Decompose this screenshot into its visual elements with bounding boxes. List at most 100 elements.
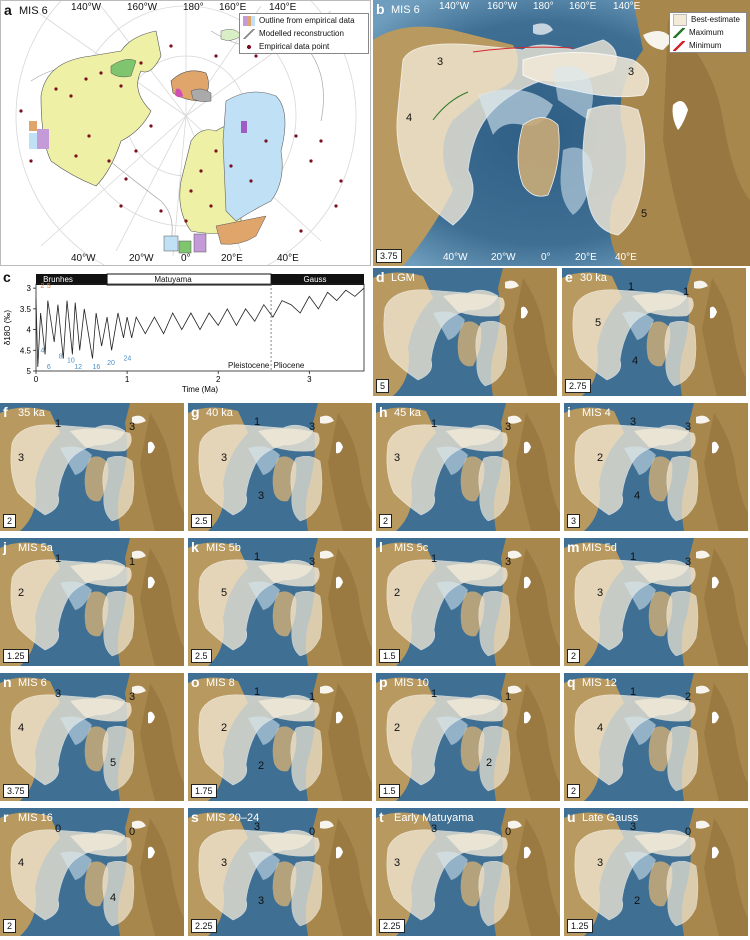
region-label: 4 [632,355,639,367]
region-label: 3 [258,895,265,907]
panel-letter: h [379,404,388,420]
small-map-svg [376,538,560,666]
panel-k-map: k MIS 5b 2.5 1 3 5 [188,538,372,666]
small-map-svg [376,403,560,531]
panel-title: Early Matuyama [394,812,474,824]
magneto-brunhes: Brunhes [43,275,73,284]
region-label: 1 [129,556,136,568]
magneto-bar-gauss [271,274,364,285]
y-tick-label: 4 [27,326,32,335]
region-label: 1 [630,686,637,698]
lon-label: 140°E [269,2,297,13]
region-label: 4 [18,722,25,734]
small-map-svg [562,268,746,396]
region-label: 1 [683,286,690,298]
legend-row: Modelled reconstruction [240,27,368,40]
x-tick-label: 2 [216,375,221,384]
region-label: 3 [394,452,401,464]
region-label: 3 [221,857,228,869]
panel-d-map: d LGM 5 [373,268,557,396]
panel-title: 40 ka [206,407,233,419]
empirical-data-points [19,44,343,233]
epoch-pliocene: Pliocene [273,361,305,370]
panel-r-map: r MIS 16 2 0 0 4 4 [0,808,184,936]
y-tick-label: 4.5 [20,346,32,355]
panel-title: 35 ka [18,407,45,419]
panel-title: MIS 6 [19,5,48,17]
panel-title: MIS 5a [18,542,53,554]
panel-j-map: j MIS 5a 1.25 1 1 2 [0,538,184,666]
region-label: 3 [597,857,604,869]
small-map-svg [376,673,560,801]
region-label: 5 [641,208,648,220]
panel-letter: m [567,539,580,555]
panel-title: MIS 8 [206,677,235,689]
panel-letter: j [3,539,7,555]
region-label: 3 [309,421,316,433]
panel-letter: d [376,269,385,285]
modelled-swatch [243,28,255,39]
mis-stage-label: 20 [107,360,115,367]
magneto-bar-matuyama [106,273,272,286]
panel-u-map: u Late Gauss 1.25 3 0 3 2 [564,808,748,936]
eurasia-empirical-outline [222,91,286,222]
panel-a-sample-map: a MIS 6 140°W 160°W 180° 160°E 140°E 40°… [0,0,371,266]
panel-letter: n [3,674,12,690]
small-map-svg [0,403,184,531]
panel-b-map-svg [373,0,750,266]
sea-level-badge: 2 [379,514,393,528]
panel-letter: b [376,1,385,17]
panel-letter: g [191,404,200,420]
panel-letter: c [3,269,11,285]
lon-label: 160°E [219,2,247,13]
region-label: 3 [630,416,637,428]
panel-title: Late Gauss [582,812,639,824]
lon-label: 40°E [277,253,299,264]
sea-level-badge: 2.5 [191,649,212,663]
sea-level-badge: 1.5 [379,784,400,798]
region-label: 1 [254,686,261,698]
small-map-svg [0,808,184,936]
region-label: 0 [129,826,136,838]
sea-level-badge: 2.5 [191,514,212,528]
region-label: 2 [394,722,401,734]
legend-row: Empirical data point [240,40,368,53]
region-label: 1 [254,551,261,563]
panel-n-map: n MIS 6 3.75 3 3 4 5 [0,673,184,801]
region-label: 3 [258,490,265,502]
panel-c-d18o-chart: c 3 3.5 4 4.5 5 0 1 2 3 Time (Ma) δ18O (‰) 5 2 4 6 8 10 1… [0,268,371,398]
panel-letter: o [191,674,200,690]
plot-frame [35,283,365,372]
panel-title: MIS 5b [206,542,241,554]
minimum-swatch [673,40,685,51]
panel-t-map: t Early Matuyama 2.25 3 0 3 [376,808,560,936]
sea-level-badge: 2 [3,514,17,528]
panel-title: LGM [391,272,415,284]
small-map-svg [564,673,748,801]
region-label: 2 [258,760,265,772]
mis-stage-label: 24 [123,356,131,363]
sea-level-badge: 1.5 [379,649,400,663]
panel-g-map: g 40 ka 2.5 1 3 3 3 [188,403,372,531]
panel-s-map: s MIS 20–24 2.25 3 0 3 3 [188,808,372,936]
sea-level-badge: 2 [3,919,17,933]
y-axis-label: δ18O (‰) [3,310,12,345]
magneto-matuyama: Matuyama [154,275,192,284]
panel-m-map: m MIS 5d 2 1 3 3 [564,538,748,666]
magneto-bar-brunhes [36,274,108,285]
region-label: 5 [110,757,117,769]
lon-label: 20°W [491,252,516,263]
region-label: 3 [254,821,261,833]
small-map-svg [0,538,184,666]
sea-level-badge: 2 [567,649,581,663]
lon-label: 40°W [443,252,468,263]
epoch-pleistocene: Pleistocene [228,361,270,370]
lon-label: 140°W [71,2,102,13]
panel-letter: i [567,404,571,420]
region-label: 1 [505,691,512,703]
region-label: 1 [628,281,635,293]
small-map-svg [188,808,372,936]
small-map-svg [0,673,184,801]
region-label: 2 [486,757,493,769]
mis-stage-label: 10 [67,358,75,365]
